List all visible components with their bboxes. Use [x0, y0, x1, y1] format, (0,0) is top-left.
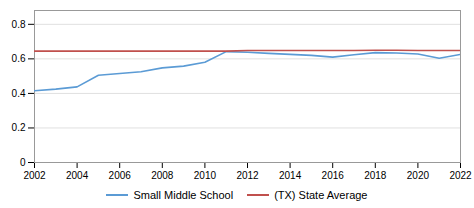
svg-text:2010: 2010 — [194, 170, 217, 181]
svg-text:0.6: 0.6 — [12, 53, 26, 64]
svg-text:0.2: 0.2 — [12, 122, 26, 133]
svg-text:2008: 2008 — [151, 170, 174, 181]
svg-text:2002: 2002 — [23, 170, 46, 181]
html-text:Small Middle School: Small Middle School — [133, 189, 234, 201]
svg-text:2022: 2022 — [449, 170, 472, 181]
svg-text:0: 0 — [20, 157, 26, 168]
html-text:(TX) State Average: (TX) State Average — [274, 189, 368, 201]
svg-text:2018: 2018 — [364, 170, 387, 181]
svg-text:0.4: 0.4 — [12, 88, 26, 99]
svg-text:2012: 2012 — [236, 170, 259, 181]
svg-text:2016: 2016 — [322, 170, 345, 181]
svg-text:2006: 2006 — [109, 170, 132, 181]
svg-text:2004: 2004 — [66, 170, 89, 181]
svg-text:2020: 2020 — [407, 170, 430, 181]
svg-text:2014: 2014 — [279, 170, 302, 181]
svg-text:0.8: 0.8 — [12, 19, 26, 30]
